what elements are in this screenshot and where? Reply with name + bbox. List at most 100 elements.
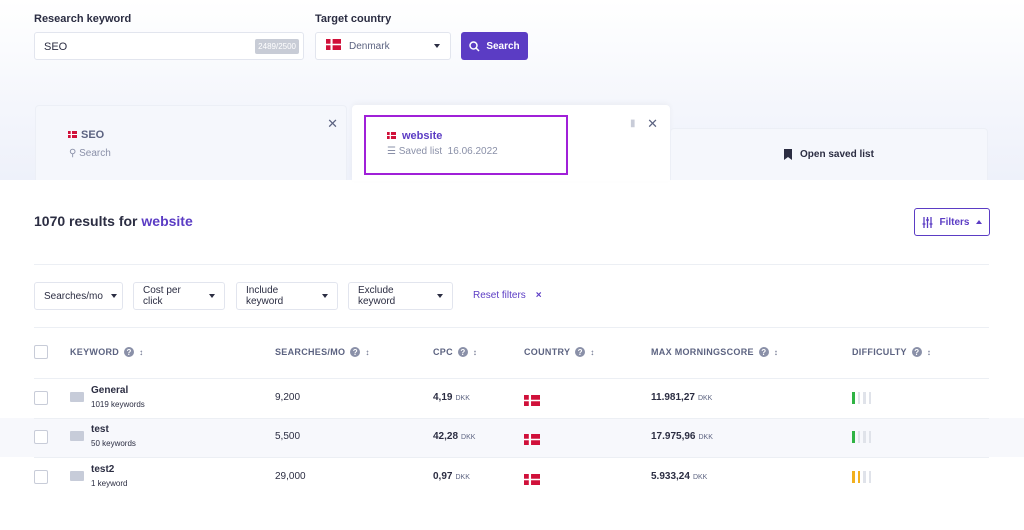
filters-button[interactable]: Filters	[914, 208, 990, 236]
checkbox[interactable]	[34, 390, 48, 405]
tab-title: Open saved list	[800, 149, 874, 160]
cpc: 42,28	[433, 431, 459, 442]
tab-title: SEO	[81, 129, 105, 141]
country-value: Denmark	[349, 40, 390, 52]
difficulty-bar	[857, 391, 860, 404]
flag	[68, 129, 77, 141]
flag	[524, 432, 540, 450]
close-tab[interactable]: ✕	[327, 116, 338, 131]
column-header[interactable]: COUNTRY? ↕	[524, 347, 595, 357]
keyword-count: 1019 keywords	[91, 399, 145, 409]
difficulty	[852, 391, 871, 404]
help-icon: ?	[911, 347, 922, 357]
filter-label: Include keyword	[246, 285, 284, 307]
keyword-input[interactable]: SEO 2489/2500	[34, 32, 304, 60]
cpc-cell: 42,28 DKK	[433, 431, 475, 442]
keyword-label: Research keyword	[34, 13, 132, 25]
header-label: MAX MORNINGSCORE	[651, 347, 754, 357]
search-button-label: Search	[486, 40, 520, 52]
column-header[interactable]: CPC? ↕	[433, 347, 477, 357]
difficulty-bar	[868, 391, 871, 404]
sort-icon: ↕	[472, 347, 478, 357]
difficulty-bar	[852, 470, 855, 483]
keyword-name[interactable]: test2	[91, 463, 115, 475]
checkbox[interactable]	[34, 345, 48, 359]
tab-subtitle-text: Saved list	[398, 146, 443, 157]
header-label: COUNTRY	[524, 347, 571, 357]
help-icon: ?	[758, 347, 769, 357]
country-select[interactable]: Denmark	[315, 32, 451, 60]
difficulty	[852, 470, 871, 483]
reset-x: ×	[535, 290, 542, 301]
keyword-counter: 2489/2500	[255, 39, 299, 54]
row-divider	[34, 417, 989, 419]
help-icon: ?	[575, 347, 586, 357]
cpc-unit: DKK	[455, 473, 470, 481]
keyword-name[interactable]: test	[91, 424, 109, 435]
score-unit: DKK	[697, 394, 713, 402]
keyword-name[interactable]: General	[91, 384, 129, 396]
bookmark-icon	[784, 149, 793, 160]
score-cell: 11.981,27 DKK	[651, 392, 712, 403]
difficulty-bar	[868, 470, 871, 483]
search-button[interactable]: Search	[461, 32, 528, 60]
difficulty-bar	[863, 391, 866, 404]
score-unit: DKK	[698, 434, 713, 441]
sort-icon: ↕	[773, 347, 779, 357]
reset-filters[interactable]: Reset filters ×	[473, 290, 542, 301]
keyword-count: 50 keywords	[91, 439, 136, 448]
keyword-value: SEO	[44, 41, 68, 53]
column-header[interactable]: KEYWORD? ↕	[70, 347, 143, 357]
help-icon: ?	[457, 347, 468, 357]
bookmark[interactable]: ▮	[630, 118, 636, 129]
caret	[437, 294, 443, 298]
difficulty-bar	[857, 431, 860, 443]
checkbox[interactable]	[34, 430, 48, 444]
cpc: 4,19	[433, 391, 453, 403]
filter-dropdown[interactable]: Exclude keyword	[348, 282, 453, 310]
help-icon: ?	[350, 347, 361, 357]
search-icon	[469, 40, 480, 52]
cpc-unit: DKK	[461, 434, 476, 441]
header-label: DIFFICULTY	[852, 347, 907, 357]
difficulty	[852, 431, 871, 443]
header-label: CPC	[433, 347, 453, 357]
column-header[interactable]: MAX MORNINGSCORE? ↕	[651, 347, 778, 357]
tab[interactable]: SEO ⚲ Search ✕	[35, 105, 347, 180]
results-term: website	[141, 213, 193, 229]
filter-dropdown[interactable]: Include keyword	[236, 282, 338, 310]
checkbox[interactable]	[34, 469, 48, 484]
divider	[34, 264, 989, 265]
tab[interactable]: Open saved list	[670, 128, 988, 180]
results-heading: 1070 results for website	[34, 213, 193, 229]
tab-subtitle-text: Search	[79, 148, 111, 159]
reset-label: Reset filters	[473, 290, 526, 301]
flag	[524, 393, 540, 411]
cpc: 0,97	[433, 470, 453, 482]
folder-icon	[70, 431, 84, 441]
column-header[interactable]: DIFFICULTY? ↕	[852, 347, 931, 357]
tab-subtitle: ☰ Saved list 16.06.2022	[387, 146, 498, 157]
column-header[interactable]: SEARCHES/MO? ↕	[275, 347, 370, 357]
country-label: Target country	[315, 13, 392, 25]
close-tab[interactable]: ✕	[647, 116, 658, 131]
cpc-cell: 0,97 DKK	[433, 471, 470, 482]
results-count: 1070 results for	[34, 213, 138, 229]
caret	[434, 44, 440, 48]
difficulty-bar	[857, 470, 860, 483]
cpc-unit: DKK	[455, 394, 470, 402]
score-cell: 17.975,96 DKK	[651, 431, 713, 442]
row-divider	[34, 457, 989, 458]
difficulty-bar	[852, 431, 855, 443]
caret	[322, 294, 328, 298]
sort-icon: ↕	[926, 347, 932, 357]
difficulty-bar	[868, 431, 871, 443]
score: 11.981,27	[651, 391, 695, 403]
difficulty-bar	[863, 470, 866, 483]
filter-dropdown[interactable]: Searches/mo	[34, 282, 123, 310]
score-cell: 5.933,24 DKK	[651, 471, 707, 482]
filter-dropdown[interactable]: Cost per click	[133, 282, 225, 310]
tab-active[interactable]: website ☰ Saved list 16.06.2022 ▮ ✕	[352, 105, 670, 181]
caret	[110, 294, 117, 298]
